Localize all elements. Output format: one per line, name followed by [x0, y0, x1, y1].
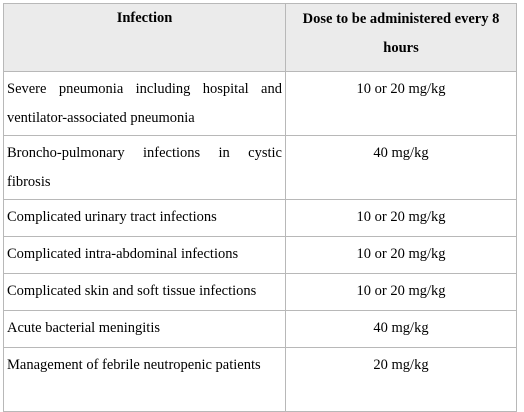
dose-cell: 20 mg/kg — [285, 347, 517, 412]
dose-cell: 40 mg/kg — [285, 310, 517, 348]
dose-cell: 10 or 20 mg/kg — [285, 199, 517, 237]
infection-cell: Broncho-pulmonary infections in cystic f… — [3, 135, 286, 200]
header-infection: Infection — [3, 3, 286, 72]
infection-cell: Management of febrile neutropenic patien… — [3, 347, 286, 412]
dose-cell: 10 or 20 mg/kg — [285, 236, 517, 274]
infection-cell: Complicated urinary tract infections — [3, 199, 286, 237]
dose-cell: 40 mg/kg — [285, 135, 517, 200]
table-row: Complicated intra-abdominal infections 1… — [3, 236, 517, 274]
table-row: Broncho-pulmonary infections in cystic f… — [3, 135, 517, 200]
table-row: Acute bacterial meningitis 40 mg/kg — [3, 310, 517, 348]
infection-cell: Complicated intra-abdominal infections — [3, 236, 286, 274]
infection-cell: Severe pneumonia including hospital and … — [3, 71, 286, 136]
infection-cell: Acute bacterial meningitis — [3, 310, 286, 348]
table-row: Severe pneumonia including hospital and … — [3, 71, 517, 136]
table-row: Management of febrile neutropenic patien… — [3, 347, 517, 412]
table-row: Complicated urinary tract infections 10 … — [3, 199, 517, 237]
header-dose: Dose to be administered every 8 hours — [285, 3, 517, 72]
table-row: Complicated skin and soft tissue infecti… — [3, 273, 517, 311]
infection-cell: Complicated skin and soft tissue infecti… — [3, 273, 286, 311]
dose-cell: 10 or 20 mg/kg — [285, 273, 517, 311]
table-header-row: Infection Dose to be administered every … — [3, 3, 517, 72]
dosage-table: Infection Dose to be administered every … — [3, 3, 517, 412]
dose-cell: 10 or 20 mg/kg — [285, 71, 517, 136]
